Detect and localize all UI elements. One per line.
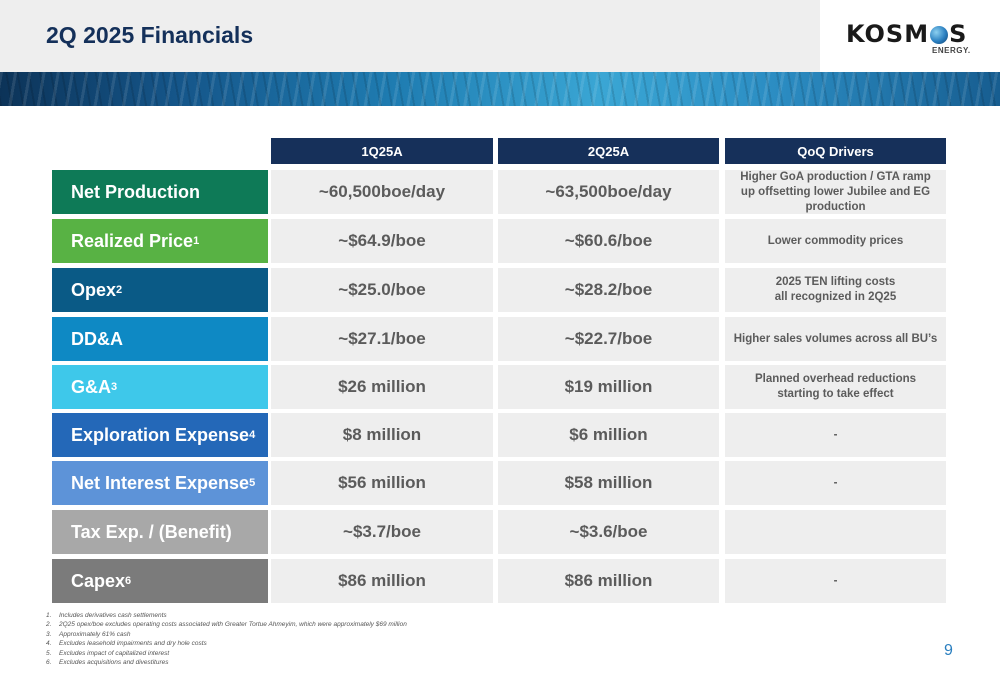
table-row: DD&A ~$27.1/boe ~$22.7/boe Higher sales vol… [0,317,1000,361]
table-row: Tax Exp. / (Benefit) ~$3.7/boe ~$3.6/boe [0,510,1000,554]
cell-2q25a: ~$28.2/boe [498,268,719,312]
cell-qoq-driver: Higher GoA production / GTA ramp up offs… [725,170,946,214]
row-label-text: Capex [71,570,126,591]
cell-qoq-driver: - [725,461,946,505]
table-row: Exploration Expense 4 $8 million $6 million… [0,413,1000,457]
footnotes: 1. Includes derivatives cash settlements … [46,611,407,667]
cell-1q25a: $26 million [271,365,493,409]
cell-1q25a: ~$3.7/boe [271,510,493,554]
footnote: 5. Excludes impact of capitalized interes… [46,649,407,658]
page-title: 2Q 2025 Financials [46,22,254,48]
cell-1q25a: $56 million [271,461,493,505]
row-label-text: Realized Price [71,230,194,251]
footnote-text: Excludes leasehold impairments and dry h… [59,640,207,648]
cell-1q25a: ~$27.1/boe [271,317,493,361]
cell-qoq-driver: Planned overhead reductions starting to … [725,365,946,409]
cell-qoq-driver: - [725,559,946,603]
column-header-2q25a: 2Q25A [498,138,719,164]
footnote: 3. Approximately 61% cash [46,630,407,639]
footnote-number: 1. [46,612,52,619]
logo-text-pre: KOSM [846,20,930,48]
page-number: 9 [944,642,953,659]
row-label: Net Production [52,170,268,214]
ocean-banner [0,72,1000,106]
cell-1q25a: ~60,500boe/day [271,170,493,214]
kosmos-logo: KOSM S ENERGY. [820,0,1000,72]
row-label: Opex 2 [52,268,268,312]
cell-2q25a: $19 million [498,365,719,409]
logo-subtitle: ENERGY. [932,46,971,55]
table-row: G&A 3 $26 million $19 million Planned overhe… [0,365,1000,409]
row-label-text: G&A [71,376,111,397]
footnote-number: 4. [46,640,52,648]
cell-1q25a: ~$25.0/boe [271,268,493,312]
cell-qoq-driver: Lower commodity prices [725,219,946,263]
footnote: 2. 2Q25 opex/boe excludes operating costs… [46,620,407,629]
footnote: 6. Excludes acquisitions and divestitures [46,658,407,667]
footnote-text: Includes derivatives cash settlements [59,612,167,619]
row-label: G&A 3 [52,365,268,409]
footnote-number: 3. [46,630,52,638]
row-label: Net Interest Expense 5 [52,461,268,505]
footnote-number: 6. [46,659,52,667]
logo-text-post: S [949,20,968,48]
cell-2q25a: ~$3.6/boe [498,510,719,554]
footnote: 4. Excludes leasehold impairments and dry… [46,639,407,648]
footnote-number: 2. [46,621,52,629]
footnote-number: 5. [46,649,52,657]
footnote: 1. Includes derivatives cash settlements [46,611,407,620]
row-label: Capex 6 [52,559,268,603]
row-label-text: DD&A [71,328,123,349]
row-label: DD&A [52,317,268,361]
globe-icon [930,26,949,44]
footnote-text: 2Q25 opex/boe excludes operating costs a… [59,621,407,629]
row-label: Realized Price 1 [52,219,268,263]
row-label-text: Opex [71,279,117,300]
cell-1q25a: ~$64.9/boe [271,219,493,263]
cell-2q25a: $86 million [498,559,719,603]
row-label-text: Net Production [71,181,200,202]
cell-2q25a: $58 million [498,461,719,505]
cell-2q25a: $6 million [498,413,719,457]
row-label-text: Net Interest Expense [71,472,250,493]
footnote-text: Approximately 61% cash [59,630,131,638]
table-row: Opex 2 ~$25.0/boe ~$28.2/boe 2025 TEN liftin… [0,268,1000,312]
cell-qoq-driver: - [725,413,946,457]
footnote-text: Excludes acquisitions and divestitures [59,659,169,667]
cell-2q25a: ~$22.7/boe [498,317,719,361]
row-label-text: Tax Exp. / (Benefit) [71,521,232,542]
cell-2q25a: ~63,500boe/day [498,170,719,214]
cell-qoq-driver: Higher sales volumes across all BU’s [725,317,946,361]
row-label: Exploration Expense 4 [52,413,268,457]
row-label-text: Exploration Expense [71,424,250,445]
cell-qoq-driver [725,510,946,554]
table-row: Net Interest Expense 5 $56 million $58 mill… [0,461,1000,505]
footnote-text: Excludes impact of capitalized interest [59,649,170,657]
column-header-qoq-drivers: QoQ Drivers [725,138,946,164]
cell-2q25a: ~$60.6/boe [498,219,719,263]
cell-1q25a: $86 million [271,559,493,603]
table-row: Net Production ~60,500boe/day ~63,500boe/d… [0,170,1000,214]
logo-wordmark: KOSM S [846,20,967,48]
table-row: Capex 6 $86 million $86 million - [0,559,1000,603]
row-label: Tax Exp. / (Benefit) [52,510,268,554]
cell-qoq-driver: 2025 TEN lifting costs all recognized in… [725,268,946,312]
cell-1q25a: $8 million [271,413,493,457]
column-header-1q25a: 1Q25A [271,138,493,164]
table-row: Realized Price 1 ~$64.9/boe ~$60.6/boe Lower… [0,219,1000,263]
